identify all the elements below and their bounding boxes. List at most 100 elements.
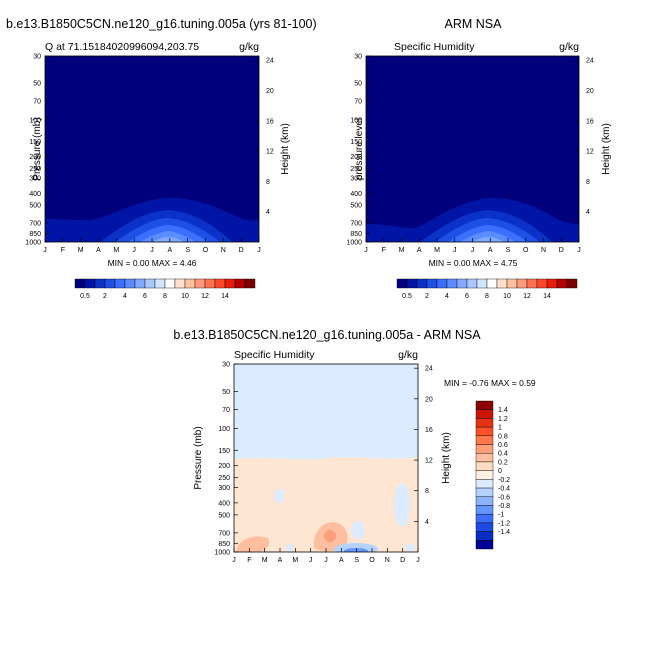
month-tick-label: D: [559, 247, 564, 254]
colorbar-label: -0.8: [498, 503, 510, 510]
colorbar-swatch: [194, 278, 206, 289]
month-tick-label: A: [488, 247, 493, 254]
pressure-tick-label: 150: [350, 139, 362, 146]
colorbar-swatch: [486, 278, 498, 289]
colorbar-swatch: [526, 278, 538, 289]
colorbar-swatch: [475, 522, 494, 532]
contour-fill: [366, 198, 579, 242]
pressure-tick-label: 700: [350, 221, 362, 228]
colorbar-swatch: [475, 461, 494, 471]
month-tick-label: S: [185, 247, 190, 254]
month-tick-label: A: [339, 557, 344, 564]
month-tick-label: J: [132, 247, 136, 254]
pressure-tick-label: 70: [222, 407, 230, 414]
pressure-tick-label: 250: [350, 166, 362, 173]
month-tick-label: A: [278, 557, 283, 564]
pressure-tick-label: 30: [33, 54, 41, 61]
colorbar-label: 1.2: [498, 416, 508, 423]
colorbar-label: 12: [201, 293, 209, 300]
colorbar-swatch: [74, 278, 86, 289]
colorbar-swatch: [516, 278, 528, 289]
diff-positive-region: [234, 457, 418, 552]
colorbar-swatch: [475, 409, 494, 419]
colorbar-swatch: [154, 278, 166, 289]
colorbar-swatch: [476, 278, 488, 289]
month-tick-label: J: [324, 557, 328, 564]
colorbar-label: 2: [425, 293, 429, 300]
pressure-tick-label: 50: [222, 389, 230, 396]
panel-subtitle-right: g/kg: [398, 349, 418, 361]
height-tick-label: 12: [266, 149, 274, 156]
diff-negative-patch: [334, 543, 378, 552]
colorbar-swatch: [416, 278, 428, 289]
height-tick-label: 12: [586, 149, 594, 156]
month-tick-label: J: [309, 557, 313, 564]
colorbar-swatch: [475, 453, 494, 463]
height-tick-label: 4: [586, 209, 590, 216]
pressure-axis-ticks: 30 50 70 100 150 200 250 300 400 500 700 850 1000: [25, 54, 49, 247]
height-tick-label: 24: [425, 366, 433, 373]
panel-title: b.e13.B1850C5CN.ne120_g16.tuning.005a - …: [173, 328, 481, 342]
panel-subtitle-left: Q at 71.15184020996094,203.75: [45, 41, 199, 53]
month-tick-label: J: [577, 247, 581, 254]
pressure-tick-label: 300: [350, 176, 362, 183]
month-tick-label: S: [506, 247, 511, 254]
min-max-stats: MIN = -0.76 MAX = 0.59: [444, 378, 536, 388]
month-tick-label: J: [43, 247, 47, 254]
colorbar: 1.41.210.80.60.40.20-0.2-0.4-0.6-0.8-1-1…: [475, 400, 510, 550]
contour-level-6: [152, 237, 184, 242]
y2-axis-label: Height (km): [601, 123, 612, 175]
colorbar-swatch: [224, 278, 236, 289]
contour-level-5: [460, 231, 516, 242]
contour-fill: [234, 457, 418, 552]
month-tick-label: D: [239, 247, 244, 254]
diff-positive-patch: [236, 536, 270, 552]
y-axis-label: Pressure (mb): [193, 426, 204, 489]
colorbar-swatch: [475, 444, 494, 454]
panel-observations: ARM NSA Specific Humidity g/kg 305070100…: [346, 17, 612, 300]
pressure-axis-ticks: 30 50 70 100 150 200 250 300 400 500 700 850 1000: [214, 362, 238, 557]
colorbar: 0.5 2 4 6 8 10 12 14: [74, 278, 256, 300]
diff-negative-core: [344, 548, 368, 552]
colorbar-label: 4: [123, 293, 127, 300]
colorbar-swatch: [94, 278, 106, 289]
month-tick-label: N: [221, 247, 226, 254]
colorbar-swatch: [174, 278, 186, 289]
month-tick-label: N: [385, 557, 390, 564]
height-axis-ticks: 24 20 16 12 8 4: [255, 58, 274, 216]
height-tick-label: 24: [266, 58, 274, 65]
pressure-tick-label: 30: [222, 362, 230, 369]
colorbar-swatch: [536, 278, 548, 289]
colorbar-swatch: [475, 479, 494, 489]
panel-title: b.e13.B1850C5CN.ne120_g16.tuning.005a (y…: [6, 17, 317, 31]
colorbar-swatch: [426, 278, 438, 289]
pressure-tick-label: 70: [354, 98, 362, 105]
height-tick-label: 16: [266, 118, 274, 125]
colorbar-swatch: [546, 278, 558, 289]
month-tick-label: J: [453, 247, 457, 254]
month-tick-label: O: [523, 247, 529, 254]
contour-level-6: [472, 237, 504, 242]
height-tick-label: 4: [425, 519, 429, 526]
colorbar-swatch: [475, 496, 494, 506]
pressure-tick-label: 300: [29, 176, 41, 183]
month-tick-label: F: [382, 247, 386, 254]
height-axis-ticks: 24 20 16 12 8 4: [414, 366, 433, 526]
colorbar-label: -0.4: [498, 486, 510, 493]
height-tick-label: 8: [425, 488, 429, 495]
month-tick-label: M: [78, 247, 84, 254]
height-tick-label: 8: [586, 179, 590, 186]
colorbar-label: 10: [503, 293, 511, 300]
pressure-tick-label: 850: [29, 231, 41, 238]
diff-positive-core: [324, 530, 336, 542]
pressure-tick-label: 200: [218, 463, 230, 470]
diff-negative-patch: [351, 521, 365, 539]
colorbar-swatch: [214, 278, 226, 289]
colorbar-swatch: [396, 278, 408, 289]
month-tick-label: J: [364, 247, 368, 254]
y2-axis-label: Height (km): [441, 432, 452, 484]
colorbar-label: 14: [221, 293, 229, 300]
colorbar-swatch: [436, 278, 448, 289]
